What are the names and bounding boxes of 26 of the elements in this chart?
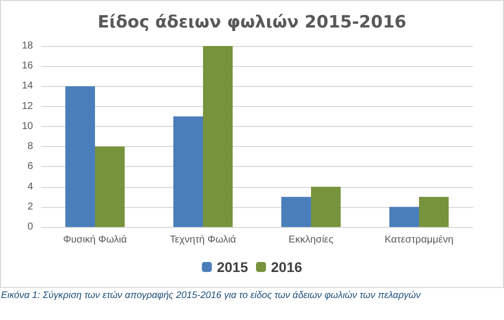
y-tick-label: 2 — [27, 201, 34, 212]
bar — [419, 196, 449, 227]
bar — [65, 86, 95, 227]
y-tick-label: 4 — [27, 181, 34, 192]
y-tick-label: 10 — [22, 120, 34, 132]
legend-label: 2016 — [271, 259, 302, 275]
y-tick-label: 8 — [27, 141, 34, 152]
bar — [203, 46, 233, 227]
bar — [281, 196, 311, 227]
y-tick-label: 0 — [27, 222, 34, 232]
bar — [311, 186, 341, 227]
x-tick-label: Εκκλησίες — [288, 234, 334, 246]
bar — [95, 146, 125, 227]
legend-label: 2015 — [216, 259, 248, 275]
y-tick-label: 6 — [27, 161, 34, 172]
text: Εικόνα 1: Σύγκριση των ετών απογραφής 2015-2016 για το είδος των άδειων φωλιών των πελαργών — [1, 290, 422, 302]
y-tick-label: 18 — [22, 40, 34, 52]
x-tick-label: Τεχνητή Φωλιά — [170, 234, 236, 246]
x-tick-label: Κατεστραμμένη — [384, 234, 454, 246]
chart-title: Είδος άδειων φωλιών 2015-2016 — [98, 12, 406, 32]
bar — [389, 206, 419, 227]
y-tick-label: 14 — [22, 80, 34, 92]
y-tick-label: 16 — [22, 60, 34, 72]
x-tick-label: Φυσική Φωλιά — [63, 234, 128, 246]
bar — [173, 116, 203, 227]
y-tick-label: 12 — [22, 100, 34, 112]
